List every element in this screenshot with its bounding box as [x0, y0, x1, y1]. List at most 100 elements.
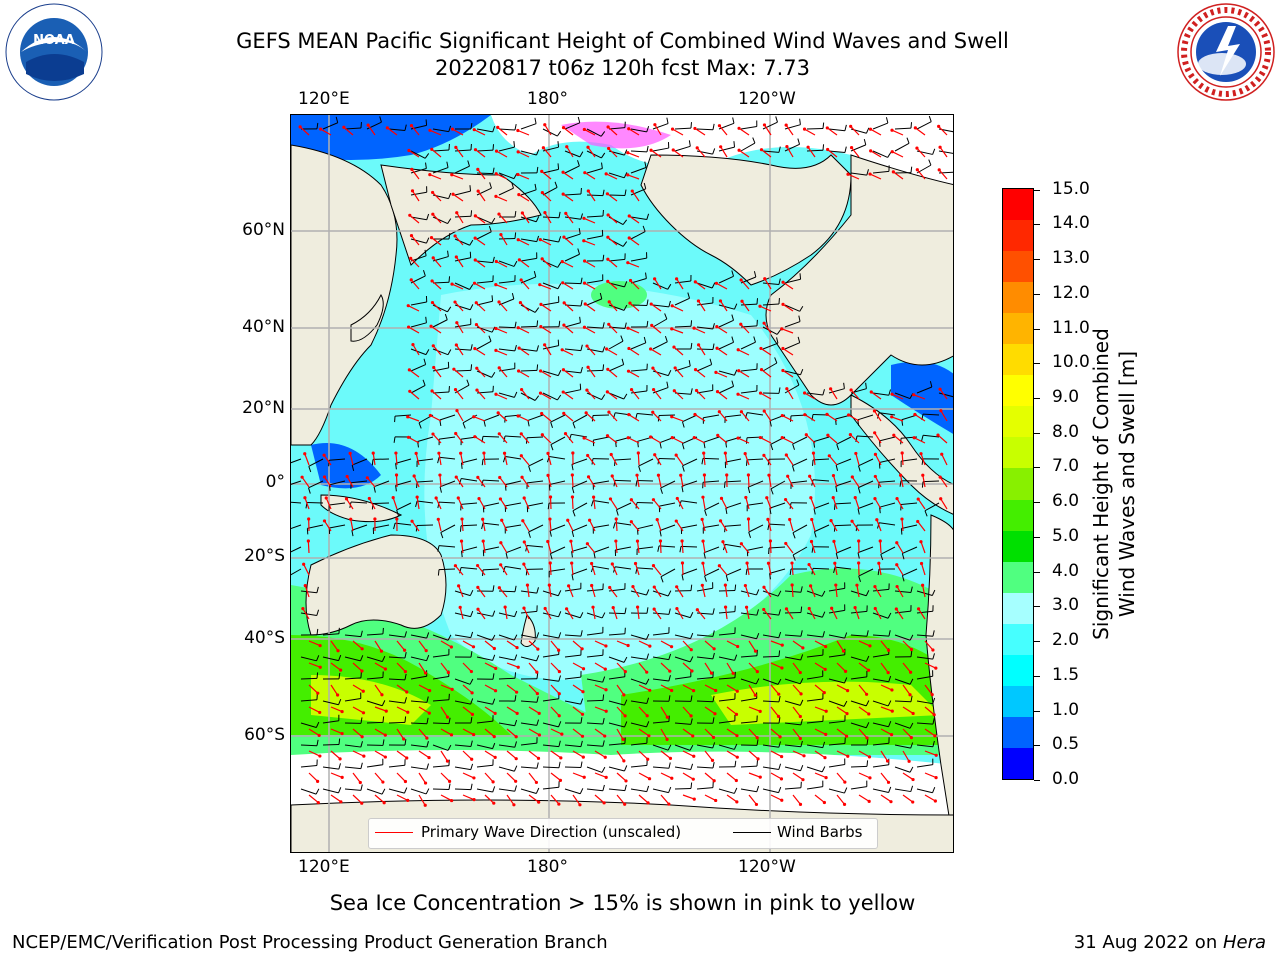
wave-direction-arrowhead	[301, 607, 305, 611]
wind-barb	[674, 782, 693, 790]
wind-barb	[300, 628, 319, 636]
wave-direction-arrowhead	[739, 322, 743, 326]
wind-barb	[674, 695, 693, 702]
wind-barb	[702, 414, 720, 424]
wind-barb	[681, 480, 698, 493]
wave-direction-arrowhead	[446, 670, 450, 675]
wind-barb	[938, 150, 953, 154]
wave-direction-arrow	[786, 388, 794, 400]
wave-direction-arrow	[891, 129, 904, 136]
wave-direction-arrowhead	[565, 607, 569, 611]
wind-barb	[877, 412, 896, 419]
wave-direction-arrow	[440, 750, 448, 762]
wave-direction-arrowhead	[423, 781, 428, 785]
wind-barb	[762, 763, 782, 770]
wave-direction-arrowhead	[492, 735, 496, 739]
wave-direction-arrowhead	[515, 690, 519, 694]
wave-direction-arrow	[409, 214, 420, 224]
wave-direction-arrow	[740, 323, 750, 334]
wind-barb	[542, 740, 561, 748]
wind-barb	[674, 656, 694, 663]
wave-direction-arrowhead	[581, 690, 585, 694]
wave-direction-arrowhead	[843, 780, 847, 784]
wave-direction-arrowhead	[520, 475, 524, 479]
wave-direction-arrow	[628, 215, 640, 224]
colorbar-segment	[1003, 374, 1033, 407]
wind-barb	[791, 458, 808, 472]
wave-direction-arrowhead	[540, 257, 544, 261]
wave-direction-arrowhead	[674, 453, 678, 457]
wind-barb	[410, 348, 430, 356]
wave-direction-arrow	[870, 391, 882, 400]
wave-direction-arrowhead	[934, 776, 938, 780]
wave-direction-arrow	[452, 128, 464, 136]
wave-direction-arrowhead	[890, 709, 894, 713]
bottom-lon-label: 120°E	[298, 857, 350, 877]
wave-direction-arrow	[544, 608, 552, 620]
wind-barb	[520, 364, 539, 372]
wave-direction-arrow	[738, 370, 750, 378]
wind-barb	[835, 458, 852, 471]
wind-barb	[608, 737, 626, 746]
wave-direction-arrowhead	[349, 517, 353, 521]
wave-direction-arrowhead	[653, 123, 657, 127]
wave-direction-arrow	[302, 608, 310, 620]
wind-barb	[454, 783, 473, 791]
wave-direction-arrow	[653, 586, 662, 598]
wave-direction-arrow	[826, 413, 838, 422]
wave-direction-arrowhead	[670, 436, 674, 440]
wave-direction-arrowhead	[473, 435, 477, 439]
wave-direction-arrowhead	[696, 343, 701, 347]
wave-direction-arrowhead	[474, 322, 479, 327]
wave-direction-arrowhead	[937, 168, 941, 172]
wave-direction-arrowhead	[830, 606, 834, 610]
wave-direction-arrowhead	[784, 453, 788, 457]
wave-direction-arrow	[482, 541, 486, 554]
wind-barb	[459, 524, 478, 532]
wind-barb	[857, 546, 874, 559]
wave-direction-arrowhead	[395, 517, 399, 521]
wind-barb	[924, 502, 940, 517]
wave-direction-arrowhead	[869, 390, 873, 394]
wind-barb	[432, 693, 450, 702]
colorbar-tick-label: 12.0	[1052, 283, 1090, 303]
wind-barb	[630, 161, 647, 174]
wave-direction-arrowhead	[735, 800, 739, 804]
wave-direction-arrow	[804, 392, 816, 400]
wave-direction-arrow	[805, 434, 816, 444]
wave-direction-arrowhead	[453, 300, 457, 304]
wind-barb	[590, 500, 610, 507]
wave-direction-arrowhead	[570, 495, 575, 499]
wave-direction-arrowhead	[701, 495, 705, 499]
wave-direction-arrowhead	[762, 321, 766, 325]
colorbar-segment	[1003, 343, 1033, 376]
wind-barb	[322, 763, 341, 770]
wave-direction-arrowhead	[934, 753, 938, 757]
wave-direction-arrow	[630, 521, 640, 532]
wind-barb	[674, 320, 693, 328]
wind-barb	[872, 675, 892, 683]
wind-barb	[542, 675, 562, 682]
wave-direction-arrow	[682, 706, 692, 717]
wave-direction-arrow	[785, 608, 794, 620]
wave-direction-arrowhead	[938, 145, 942, 149]
wave-direction-arrowhead	[472, 798, 476, 802]
wave-direction-arrowhead	[383, 755, 387, 759]
wave-direction-arrowhead	[778, 735, 782, 739]
wave-region-low-arctic	[291, 115, 491, 160]
wind-barb	[718, 654, 738, 661]
wave-direction-arrowhead	[586, 453, 590, 458]
wave-direction-arrow	[540, 239, 552, 246]
wind-barb	[762, 387, 781, 394]
wind-barbs-layer	[291, 115, 953, 795]
wind-barb	[542, 632, 562, 639]
wind-barb	[630, 363, 648, 372]
wave-direction-arrowhead	[807, 606, 811, 611]
wave-direction-arrowhead	[588, 518, 592, 522]
wave-direction-arrow	[330, 706, 343, 713]
wave-direction-arrowhead	[385, 126, 389, 130]
wave-direction-arrow	[352, 728, 363, 738]
wave-direction-arrow	[352, 662, 363, 672]
wave-direction-arrowhead	[635, 473, 639, 477]
wind-barb	[916, 605, 934, 614]
